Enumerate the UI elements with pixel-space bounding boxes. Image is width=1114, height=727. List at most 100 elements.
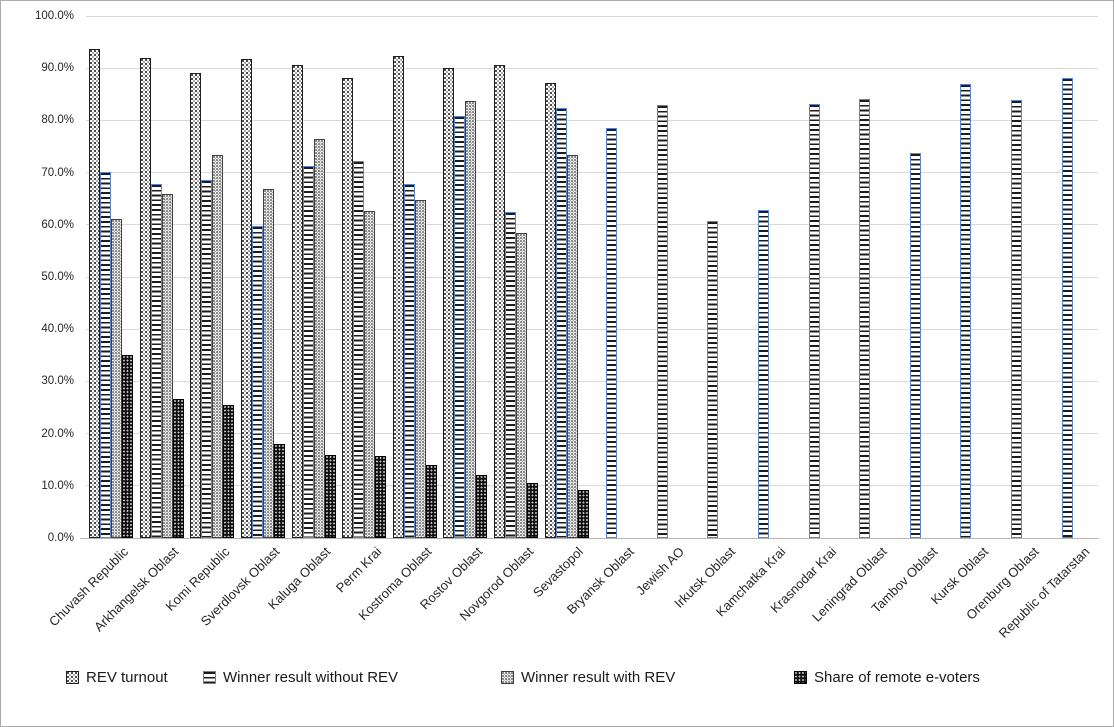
bar-share-of-remote-e-voters xyxy=(476,475,488,538)
bar-group-rostov-oblast xyxy=(440,16,491,538)
x-axis-line xyxy=(80,537,1099,539)
x-axis-category-label: Republic of Tatarstan xyxy=(995,544,1093,641)
bar-winner-result-without-rev xyxy=(252,225,264,538)
bar-winner-result-without-rev xyxy=(859,98,871,538)
legend-item-rev-turnout: REV turnout xyxy=(66,667,168,687)
bar-rev-turnout xyxy=(392,55,404,538)
bar-group-komi-republic xyxy=(187,16,238,538)
legend-swatch-winner-result-with-rev xyxy=(501,670,514,684)
bar-winner-result-with-rev xyxy=(313,138,325,538)
bar-share-of-remote-e-voters xyxy=(172,398,184,538)
bar-winner-result-without-rev xyxy=(100,171,112,538)
bar-rev-turnout xyxy=(89,48,101,538)
legend-item-share-of-remote-e-voters: Share of remote e-voters xyxy=(794,667,980,687)
y-gridline xyxy=(86,15,1098,17)
legend-swatch-winner-result-without-rev xyxy=(203,670,216,684)
bar-winner-result-with-rev xyxy=(516,232,528,538)
bar-share-of-remote-e-voters xyxy=(122,354,134,538)
bar-winner-result-without-rev xyxy=(1011,99,1023,538)
bar-rev-turnout xyxy=(443,68,455,538)
bar-share-of-remote-e-voters xyxy=(425,464,437,538)
bar-group-irkutsk-oblast xyxy=(693,16,744,538)
y-axis-tick-label: 70.0% xyxy=(41,166,74,179)
legend-label: Winner result with REV xyxy=(521,668,676,686)
bar-winner-result-with-rev xyxy=(263,189,275,538)
bar-rev-turnout xyxy=(494,65,506,538)
bar-winner-result-without-rev xyxy=(201,179,213,538)
bar-rev-turnout xyxy=(544,83,556,538)
y-gridline xyxy=(86,328,1098,330)
bar-winner-result-with-rev xyxy=(465,101,477,538)
y-axis-tick-label: 90.0% xyxy=(41,62,74,75)
bar-group-novgorod-oblast xyxy=(491,16,542,538)
bar-rev-turnout xyxy=(291,64,303,538)
bar-winner-result-without-rev xyxy=(758,210,770,538)
bar-share-of-remote-e-voters xyxy=(375,455,387,538)
bar-group-kaluga-oblast xyxy=(288,16,339,538)
bar-group-jewish-ao xyxy=(643,16,694,538)
bar-winner-result-without-rev xyxy=(555,107,567,538)
bar-share-of-remote-e-voters xyxy=(527,483,539,538)
legend-swatch-share-of-remote-e-voters xyxy=(794,670,807,684)
bar-winner-result-without-rev xyxy=(353,161,365,538)
bar-winner-result-with-rev xyxy=(566,154,578,538)
bar-group-perm-krai xyxy=(339,16,390,538)
bar-winner-result-without-rev xyxy=(808,104,820,538)
y-axis-tick-label: 60.0% xyxy=(41,218,74,231)
y-gridline xyxy=(86,433,1098,435)
bar-winner-result-with-rev xyxy=(364,211,376,538)
bar-winner-result-without-rev xyxy=(403,183,415,538)
bar-group-tambov-oblast xyxy=(896,16,947,538)
bar-winner-result-without-rev xyxy=(606,127,618,538)
y-gridline xyxy=(86,119,1098,121)
bar-group-republic-of-tatarstan xyxy=(1047,16,1098,538)
bar-winner-result-without-rev xyxy=(909,152,921,538)
bar-share-of-remote-e-voters xyxy=(577,489,589,538)
bar-winner-result-without-rev xyxy=(656,105,668,538)
y-gridline xyxy=(86,485,1098,487)
bar-rev-turnout xyxy=(190,73,202,538)
x-axis-category-label: Perm Krai xyxy=(332,544,384,596)
bar-winner-result-without-rev xyxy=(960,84,972,538)
bar-winner-result-without-rev xyxy=(302,165,314,538)
bar-winner-result-without-rev xyxy=(1061,78,1073,538)
y-gridline xyxy=(86,172,1098,174)
y-axis-tick-label: 20.0% xyxy=(41,427,74,440)
y-gridline xyxy=(86,67,1098,69)
y-axis-tick-label: 40.0% xyxy=(41,323,74,336)
bar-group-bryansk-oblast xyxy=(592,16,643,538)
bar-group-sverdlovsk-oblast xyxy=(238,16,289,538)
y-axis-tick-label: 100.0% xyxy=(34,10,74,22)
bar-winner-result-with-rev xyxy=(111,218,123,538)
bar-rev-turnout xyxy=(139,58,151,538)
bar-group-leningrad-oblast xyxy=(845,16,896,538)
bar-group-kursk-oblast xyxy=(946,16,997,538)
bar-group-arkhangelsk-oblast xyxy=(137,16,188,538)
bar-group-kostroma-oblast xyxy=(390,16,441,538)
legend-label: Share of remote e-voters xyxy=(814,668,980,686)
bar-share-of-remote-e-voters xyxy=(223,405,235,538)
legend-label: REV turnout xyxy=(86,668,168,686)
legend-swatch-rev-turnout xyxy=(66,670,79,684)
y-gridline xyxy=(86,276,1098,278)
bar-share-of-remote-e-voters xyxy=(324,455,336,538)
bar-group-chuvash-republic xyxy=(86,16,137,538)
y-axis-tick-label: 80.0% xyxy=(41,114,74,127)
bar-winner-result-with-rev xyxy=(161,193,173,538)
bar-winner-result-without-rev xyxy=(505,212,517,538)
legend-item-winner-result-with-rev: Winner result with REV xyxy=(501,667,675,687)
bar-group-kamchatka-krai xyxy=(744,16,795,538)
bar-group-orenburg-oblast xyxy=(997,16,1048,538)
bar-rev-turnout xyxy=(342,77,354,538)
bar-winner-result-with-rev xyxy=(414,199,426,538)
y-axis-tick-label: 10.0% xyxy=(41,479,74,492)
y-axis-tick-label: 0.0% xyxy=(47,532,74,544)
bar-winner-result-with-rev xyxy=(212,155,224,538)
bar-share-of-remote-e-voters xyxy=(274,443,286,538)
x-axis-category-label: Arkhangelsk Oblast xyxy=(91,544,182,635)
y-axis-tick-label: 30.0% xyxy=(41,375,74,388)
bar-winner-result-without-rev xyxy=(454,116,466,538)
bar-winner-result-without-rev xyxy=(707,220,719,538)
y-gridline xyxy=(86,380,1098,382)
